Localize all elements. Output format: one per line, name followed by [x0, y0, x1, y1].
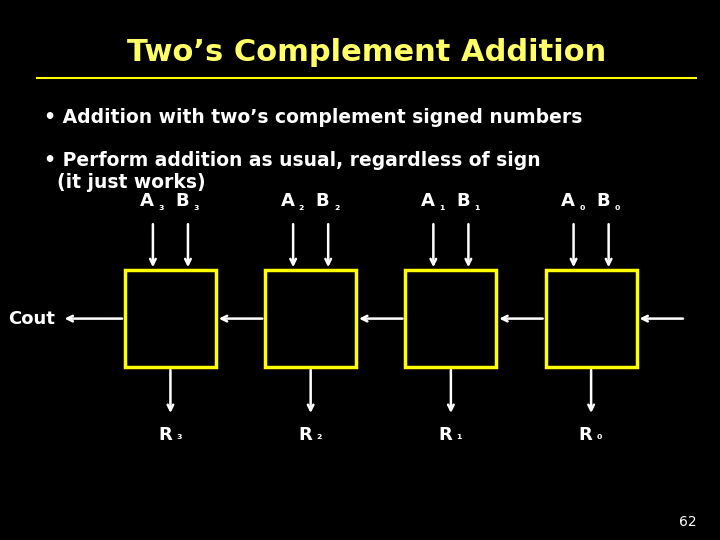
Text: ₀: ₀ [614, 200, 620, 213]
Text: R: R [298, 426, 312, 443]
Text: Cout: Cout [8, 309, 55, 328]
Text: ₂: ₂ [316, 429, 322, 442]
Text: ₃: ₃ [176, 429, 181, 442]
Text: B: B [456, 192, 469, 210]
FancyBboxPatch shape [405, 270, 497, 367]
FancyBboxPatch shape [546, 270, 636, 367]
Text: ₁: ₁ [439, 200, 444, 213]
Text: R: R [438, 426, 452, 443]
Text: ₃: ₃ [194, 200, 199, 213]
Text: • Perform addition as usual, regardless of sign
  (it just works): • Perform addition as usual, regardless … [44, 151, 541, 192]
Text: B: B [596, 192, 610, 210]
FancyBboxPatch shape [125, 270, 216, 367]
FancyBboxPatch shape [265, 270, 356, 367]
Text: A: A [140, 192, 154, 210]
Text: R: R [158, 426, 171, 443]
Text: A: A [420, 192, 435, 210]
Text: ₁: ₁ [456, 429, 462, 442]
Text: A: A [281, 192, 294, 210]
Text: ₁: ₁ [474, 200, 480, 213]
Text: B: B [316, 192, 329, 210]
Text: Two’s Complement Addition: Two’s Complement Addition [127, 38, 606, 67]
Text: ₀: ₀ [597, 429, 602, 442]
Text: ₂: ₂ [334, 200, 339, 213]
Text: ₀: ₀ [579, 200, 585, 213]
Text: • Addition with two’s complement signed numbers: • Addition with two’s complement signed … [44, 108, 582, 127]
Text: B: B [176, 192, 189, 210]
Text: R: R [579, 426, 593, 443]
Text: ₃: ₃ [158, 200, 164, 213]
Text: A: A [561, 192, 575, 210]
Text: ₂: ₂ [299, 200, 305, 213]
Text: 62: 62 [679, 515, 696, 529]
